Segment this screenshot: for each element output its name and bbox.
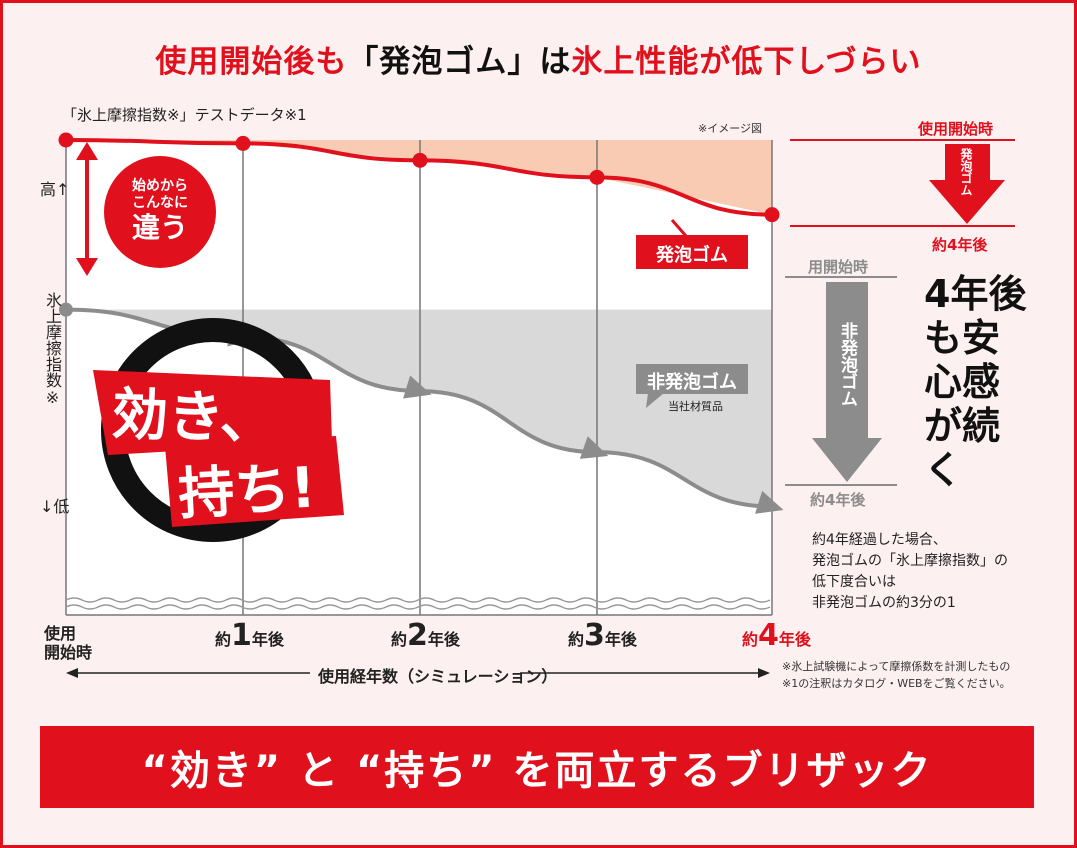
grey-series-note: 当社材質品	[668, 400, 723, 413]
red-decline-arrow	[929, 144, 1005, 224]
difference-arrow-head	[76, 258, 98, 276]
point-foam-1	[235, 135, 251, 151]
x-axis-label: 使用経年数（シミュレーション）	[318, 667, 558, 686]
point-foam-0	[58, 132, 74, 148]
grey-start-label: 用開始時	[808, 258, 869, 276]
x-tick-4: 約4年後	[742, 618, 811, 653]
red-start-label: 使用開始時	[918, 120, 994, 138]
x-tick-3: 約3年後	[568, 618, 637, 653]
red-series-label-pointer	[670, 219, 688, 237]
point-foam-3	[589, 169, 605, 185]
headline: 使用開始後も「発泡ゴム」は氷上性能が低下しづらい	[155, 44, 922, 80]
badge-text: 始めから こんなに 違う	[131, 178, 188, 244]
tire-label-2: 持ち!	[176, 455, 318, 528]
grey-end-label: 約4年後	[810, 491, 866, 509]
grey-decline-area	[66, 309, 772, 507]
axis-break-wave	[65, 597, 771, 603]
chart-title: 「氷上摩擦指数※」テストデータ※1	[62, 106, 307, 124]
difference-badge	[104, 156, 216, 268]
axis-break-wave	[65, 604, 771, 610]
x-axis-arrow-head	[66, 668, 78, 678]
x-axis-arrow-head	[758, 668, 770, 678]
grey-series-label: 非発泡ゴム	[647, 372, 737, 393]
point-non-foam-year-4	[755, 490, 784, 514]
grey-arrow-label: 非発泡ゴム	[837, 322, 857, 407]
x-tick-start: 使用 開始時	[44, 624, 93, 662]
red-end-label: 約4年後	[932, 236, 988, 254]
grey-series-label-box	[636, 364, 748, 394]
y-axis-label: 氷上摩擦指数※	[43, 292, 62, 407]
red-series-label-box	[636, 235, 748, 269]
point-non-foam-year-2	[403, 375, 432, 399]
y-low-label: ↓低	[40, 497, 70, 516]
comparison-note: 約4年経過した場合、 発泡ゴムの「氷上摩擦指数」の 低下度合いは 非発泡ゴムの約3分の…	[812, 532, 1008, 611]
grey-series-label-pointer	[646, 393, 664, 408]
reassurance-message: 4年後も安心感が続く	[924, 272, 1027, 492]
x-tick-2: 約2年後	[391, 618, 460, 653]
point-foam-4	[764, 207, 780, 223]
difference-arrow-head	[76, 142, 98, 160]
red-series-label: 発泡ゴム	[656, 245, 728, 266]
red-arrow-label: 発泡ゴム	[959, 148, 973, 196]
point-non-foam-year-3	[579, 436, 609, 459]
x-tick-1: 約1年後	[215, 618, 284, 653]
image-note: ※イメージ図	[698, 122, 762, 135]
y-high-label: 高↑	[40, 180, 70, 199]
red-decline-area	[66, 140, 772, 215]
tire-label-1: 効き、	[110, 382, 278, 453]
grey-decline-arrow	[812, 282, 882, 482]
footer-banner: “効き” と “持ち” を両立するブリザック	[40, 726, 1034, 808]
footnotes: ※氷上試験機によって摩擦係数を計測したもの ※1の注釈はカタログ・WEBをご覧くだ…	[782, 660, 1011, 690]
tire-label-bg	[93, 370, 332, 455]
point-non-foam-start	[59, 302, 73, 317]
tire-label-bg	[165, 436, 344, 527]
point-foam-2	[412, 152, 428, 168]
